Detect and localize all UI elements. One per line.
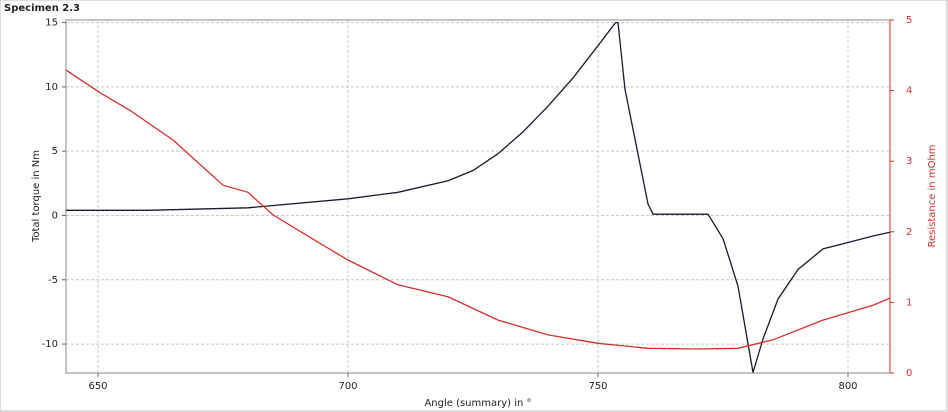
- y2-axis-label: Resistance in mOhm: [927, 144, 938, 247]
- y-tick-label: 0: [52, 210, 58, 221]
- y2-tick-label: 5: [906, 15, 912, 26]
- series-line: [66, 21, 891, 373]
- y-tick-label: -5: [48, 275, 58, 286]
- y-tick-label: 5: [52, 146, 58, 157]
- y2-tick-label: 3: [906, 156, 912, 167]
- y-tick-label: -10: [42, 339, 58, 350]
- y2-tick-label: 0: [906, 368, 912, 379]
- window-title: Specimen 2.3: [4, 3, 80, 14]
- series-line: [65, 69, 891, 350]
- y2-tick-label: 4: [906, 86, 912, 97]
- x-tick-label: 700: [338, 381, 357, 392]
- y-tick-label: 10: [45, 82, 58, 93]
- x-tick-label: 800: [838, 381, 857, 392]
- x-tick-label: 650: [88, 381, 107, 392]
- y-tick-label: 15: [45, 18, 58, 29]
- y-axis-label: Total torque in Nm: [31, 150, 42, 243]
- y2-tick-label: 2: [906, 227, 912, 238]
- x-axis-label: Angle (summary) in °: [424, 398, 531, 409]
- y2-tick-label: 1: [906, 297, 912, 308]
- x-tick-label: 750: [588, 381, 607, 392]
